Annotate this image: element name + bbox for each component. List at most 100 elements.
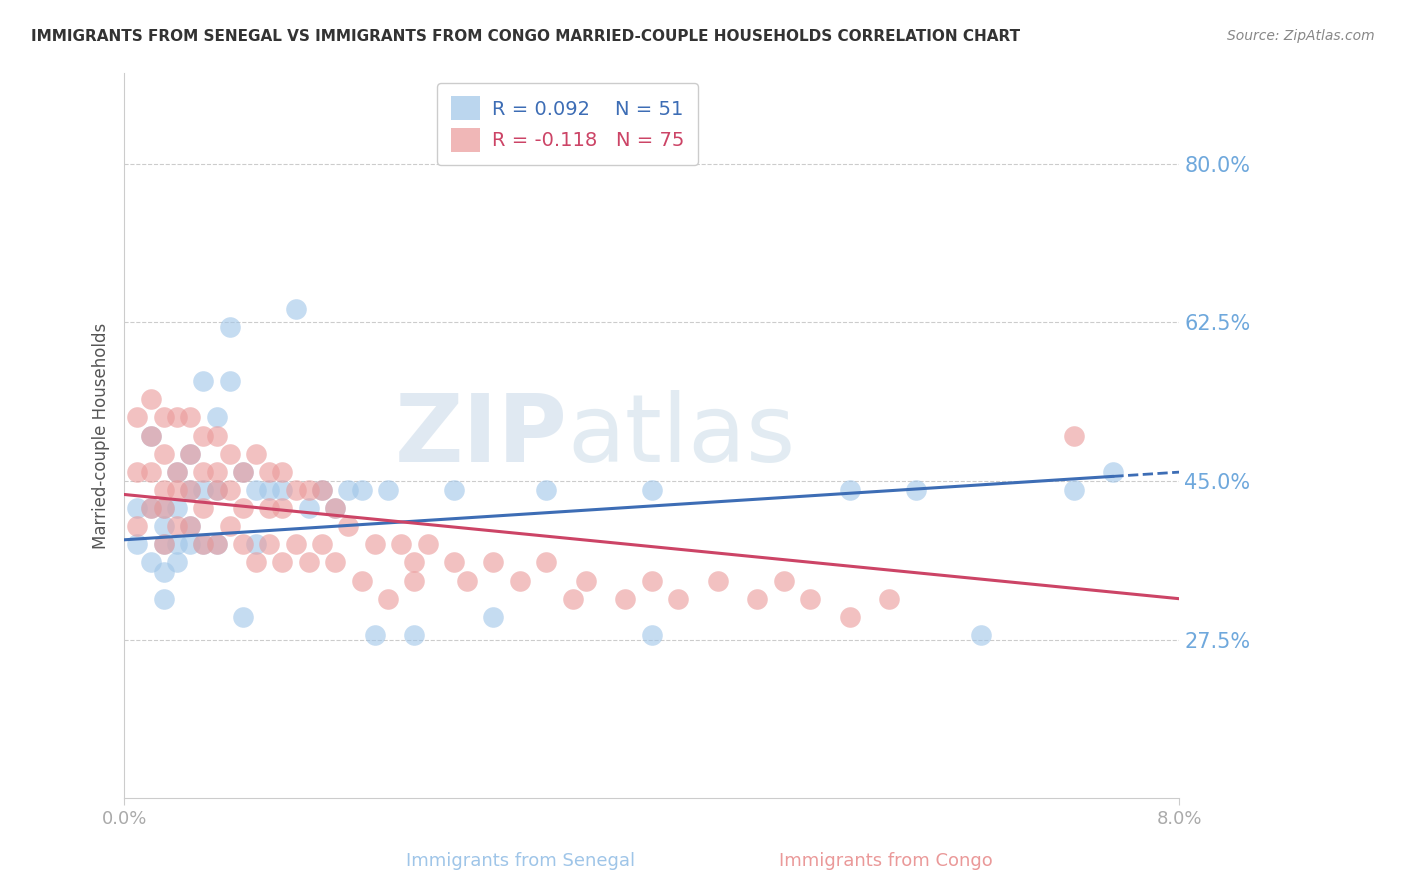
Point [271, 501, 294, 516]
Point [364, 628, 387, 642]
Point [1102, 465, 1125, 479]
Point [1063, 428, 1085, 442]
Point [139, 501, 162, 516]
Point [298, 556, 321, 570]
Point [970, 628, 993, 642]
Point [284, 483, 307, 497]
Point [166, 465, 188, 479]
Point [747, 591, 769, 606]
Point [482, 610, 505, 624]
Point [271, 556, 294, 570]
Point [666, 591, 689, 606]
Point [139, 465, 162, 479]
Point [205, 483, 228, 497]
Point [311, 537, 333, 551]
Point [193, 374, 215, 388]
Point [218, 447, 240, 461]
Point [838, 610, 860, 624]
Point [139, 501, 162, 516]
Point [877, 591, 900, 606]
Point [232, 465, 254, 479]
Point [641, 483, 664, 497]
Point [179, 519, 201, 533]
Text: atlas: atlas [568, 390, 796, 482]
Point [166, 537, 188, 551]
Point [271, 483, 294, 497]
Point [404, 556, 426, 570]
Point [536, 556, 558, 570]
Point [799, 591, 821, 606]
Point [311, 483, 333, 497]
Point [205, 537, 228, 551]
Point [179, 410, 201, 425]
Point [337, 519, 360, 533]
Point [152, 537, 174, 551]
Point [127, 537, 149, 551]
Y-axis label: Married-couple Households: Married-couple Households [93, 322, 110, 549]
Point [482, 556, 505, 570]
Point [179, 483, 201, 497]
Point [193, 501, 215, 516]
Point [245, 483, 267, 497]
Point [152, 501, 174, 516]
Point [127, 501, 149, 516]
Point [179, 537, 201, 551]
Point [389, 537, 412, 551]
Point [205, 483, 228, 497]
Point [218, 374, 240, 388]
Point [232, 465, 254, 479]
Point [205, 428, 228, 442]
Point [127, 519, 149, 533]
Point [298, 483, 321, 497]
Point [575, 574, 598, 588]
Point [218, 483, 240, 497]
Point [179, 447, 201, 461]
Point [179, 447, 201, 461]
Point [350, 574, 373, 588]
Point [218, 519, 240, 533]
Point [205, 537, 228, 551]
Point [232, 537, 254, 551]
Point [193, 428, 215, 442]
Point [323, 501, 346, 516]
Point [404, 628, 426, 642]
Point [377, 483, 399, 497]
Point [152, 537, 174, 551]
Point [152, 501, 174, 516]
Point [614, 591, 637, 606]
Point [139, 556, 162, 570]
Point [245, 447, 267, 461]
Point [139, 428, 162, 442]
Point [904, 483, 927, 497]
Point [193, 537, 215, 551]
Point [443, 483, 465, 497]
Point [1063, 483, 1085, 497]
Point [232, 501, 254, 516]
Point [166, 483, 188, 497]
Point [298, 501, 321, 516]
Point [377, 591, 399, 606]
Point [838, 483, 860, 497]
Point [443, 556, 465, 570]
Point [139, 392, 162, 407]
Legend: R = 0.092    N = 51, R = -0.118   N = 75: R = 0.092 N = 51, R = -0.118 N = 75 [437, 83, 697, 165]
Point [152, 447, 174, 461]
Point [323, 501, 346, 516]
Point [232, 610, 254, 624]
Text: Immigrants from Congo: Immigrants from Congo [779, 852, 993, 870]
Point [152, 519, 174, 533]
Point [193, 465, 215, 479]
Point [166, 501, 188, 516]
Point [245, 556, 267, 570]
Point [152, 565, 174, 579]
Text: Source: ZipAtlas.com: Source: ZipAtlas.com [1227, 29, 1375, 43]
Point [323, 556, 346, 570]
Point [311, 483, 333, 497]
Text: ZIP: ZIP [395, 390, 568, 482]
Point [152, 483, 174, 497]
Point [152, 410, 174, 425]
Point [166, 410, 188, 425]
Point [416, 537, 439, 551]
Point [284, 537, 307, 551]
Point [127, 465, 149, 479]
